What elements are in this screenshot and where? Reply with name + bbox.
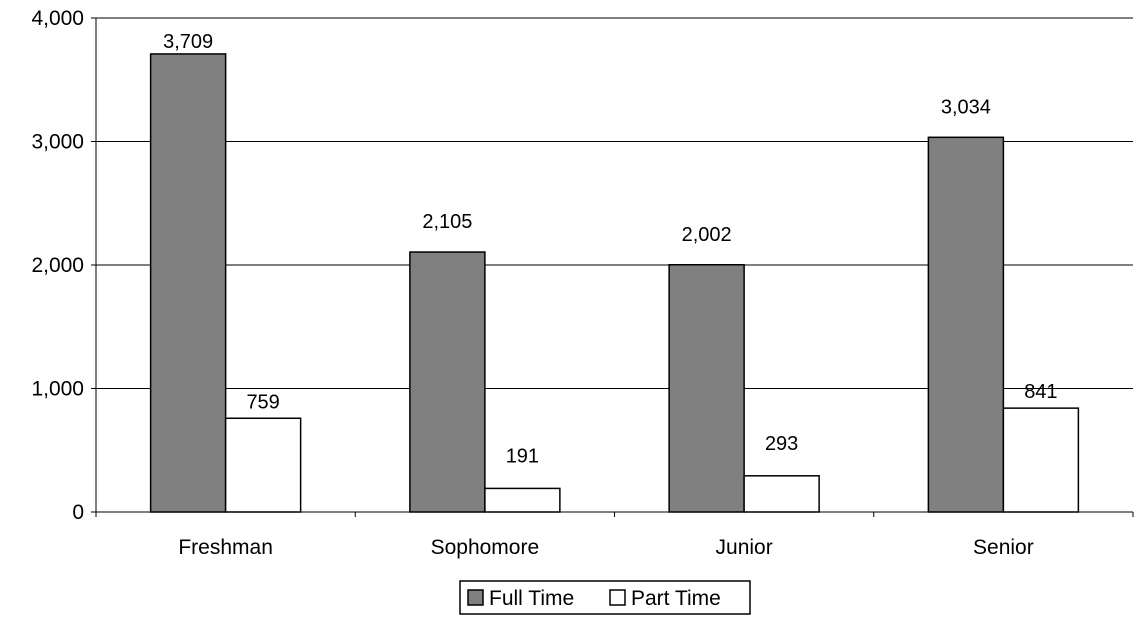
data-label: 2,002 (682, 224, 732, 246)
legend-swatch (609, 589, 626, 606)
x-tick-label: Senior (973, 536, 1034, 559)
x-tick-label: Junior (716, 536, 773, 559)
bar-full-time-senior (927, 136, 1005, 513)
data-label: 759 (246, 391, 279, 413)
bar-full-time-junior (668, 264, 745, 513)
data-label: 3,709 (163, 31, 213, 53)
legend-box (459, 580, 751, 615)
bars (149, 53, 1080, 513)
data-label: 293 (765, 433, 798, 455)
x-tick-label: Sophomore (431, 536, 540, 559)
data-label: 3,034 (941, 96, 991, 118)
data-label: 841 (1024, 381, 1057, 403)
y-tick-label: 1,000 (31, 378, 84, 401)
bar-part-time-freshman (224, 417, 302, 513)
data-label: 2,105 (422, 211, 472, 233)
legend-label: Full Time (489, 587, 574, 610)
axes: 0 1,000 2,000 3,000 4,000 Freshman Sophomore Ju… (31, 7, 1134, 559)
bar-full-time-freshman (149, 53, 227, 513)
y-tick-label: 3,000 (31, 131, 84, 154)
legend-swatch (467, 589, 484, 606)
bar-part-time-sophomore (484, 487, 561, 513)
x-tick-label: Freshman (178, 536, 273, 559)
bar-part-time-senior (1002, 407, 1080, 513)
bar-part-time-junior (743, 475, 820, 513)
data-labels: 3,709 759 2,105 191 2,002 293 3,034 841 (163, 31, 1057, 467)
y-tick-label: 4,000 (31, 7, 84, 30)
legend-label: Part Time (631, 587, 721, 610)
y-tick-label: 0 (72, 501, 84, 524)
legend: Full Time Part Time (459, 580, 751, 615)
data-label: 191 (506, 445, 539, 467)
bar-full-time-sophomore (409, 251, 486, 513)
y-tick-label: 2,000 (31, 254, 84, 277)
